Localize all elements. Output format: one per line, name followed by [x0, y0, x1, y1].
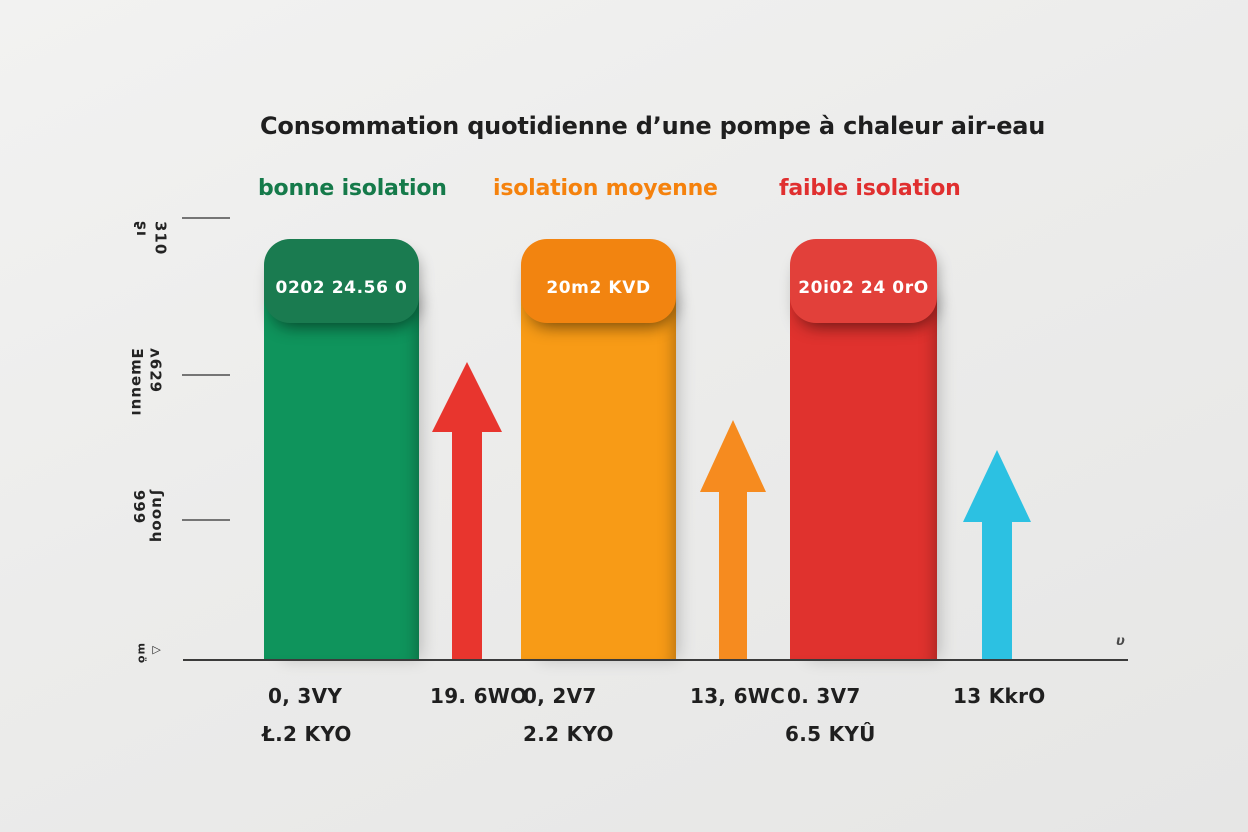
x-axis-line — [183, 659, 1128, 661]
y-axis-tick-label: 999 ʃuooɥ — [129, 490, 167, 544]
tick-label-text: ▷ — [150, 643, 164, 657]
bar-badge-faible-isolation: 20i02 24 0rO — [790, 239, 937, 323]
annotation-bar2-value1: 0, 2V7 — [523, 684, 597, 708]
bar-bonne-isolation — [264, 282, 419, 660]
badge-value-text: 0202 24.56 0 — [275, 278, 408, 298]
y-axis-tick-label: Ǝɯǝuuı ʌ629 — [127, 348, 165, 417]
up-arrow-cyan-shaft — [982, 520, 1012, 659]
bar-isolation-moyenne — [521, 282, 676, 660]
badge-value-text: 20i02 24 0rO — [798, 278, 929, 298]
tick-label-text: Ǝɯǝuuı — [127, 348, 146, 417]
annotation-bar3-value2: 6.5 KYÛ — [785, 722, 876, 746]
category-label-bonne-isolation: bonne isolation — [258, 176, 447, 201]
bar-badge-isolation-moyenne: 20m2 KVD — [521, 239, 676, 323]
bar-faible-isolation — [790, 282, 937, 660]
annotation-arrow3-value: 13 KkrO — [953, 684, 1046, 708]
up-arrow-cyan-icon — [963, 450, 1031, 522]
annotation-arrow2-value: 13, 6WC — [690, 684, 786, 708]
category-label-faible-isolation: faible isolation — [779, 176, 961, 201]
annotation-bar2-value2: 2.2 KYO — [523, 722, 614, 746]
y-axis-tick — [182, 217, 230, 219]
tick-label-text: 999 — [129, 490, 148, 525]
tick-label-text: ʃuooɥ — [148, 490, 167, 544]
tick-label-text: ɯö — [135, 643, 149, 665]
annotation-bar3-value1: 0. 3V7 — [787, 684, 861, 708]
up-arrow-orange-icon — [700, 420, 766, 492]
chart-title: Consommation quotidienne d’une pompe à c… — [260, 112, 1046, 140]
y-axis-tick — [182, 374, 230, 376]
y-axis-tick-label: ɯö ▷ — [135, 643, 164, 665]
tick-label-text: ʌ629 — [146, 348, 165, 394]
up-arrow-red-shaft — [452, 430, 482, 659]
up-arrow-red-icon — [432, 362, 502, 432]
bar-badge-bonne-isolation: 0202 24.56 0 — [264, 239, 419, 323]
annotation-bar1-value2: Ł.2 KYO — [262, 722, 352, 746]
up-arrow-orange-shaft — [719, 490, 747, 659]
tick-label-text: ʂı — [132, 221, 151, 238]
annotation-arrow1-value: 19. 6WO — [430, 684, 528, 708]
badge-value-text: 20m2 KVD — [546, 278, 651, 298]
x-axis-end-label: υ — [1116, 634, 1125, 649]
y-axis-tick-label: ʂı 310 — [132, 221, 170, 256]
annotation-bar1-value1: 0, 3VY — [268, 684, 343, 708]
y-axis-tick — [182, 519, 230, 521]
category-label-isolation-moyenne: isolation moyenne — [493, 176, 718, 201]
tick-label-text: 310 — [151, 221, 170, 256]
